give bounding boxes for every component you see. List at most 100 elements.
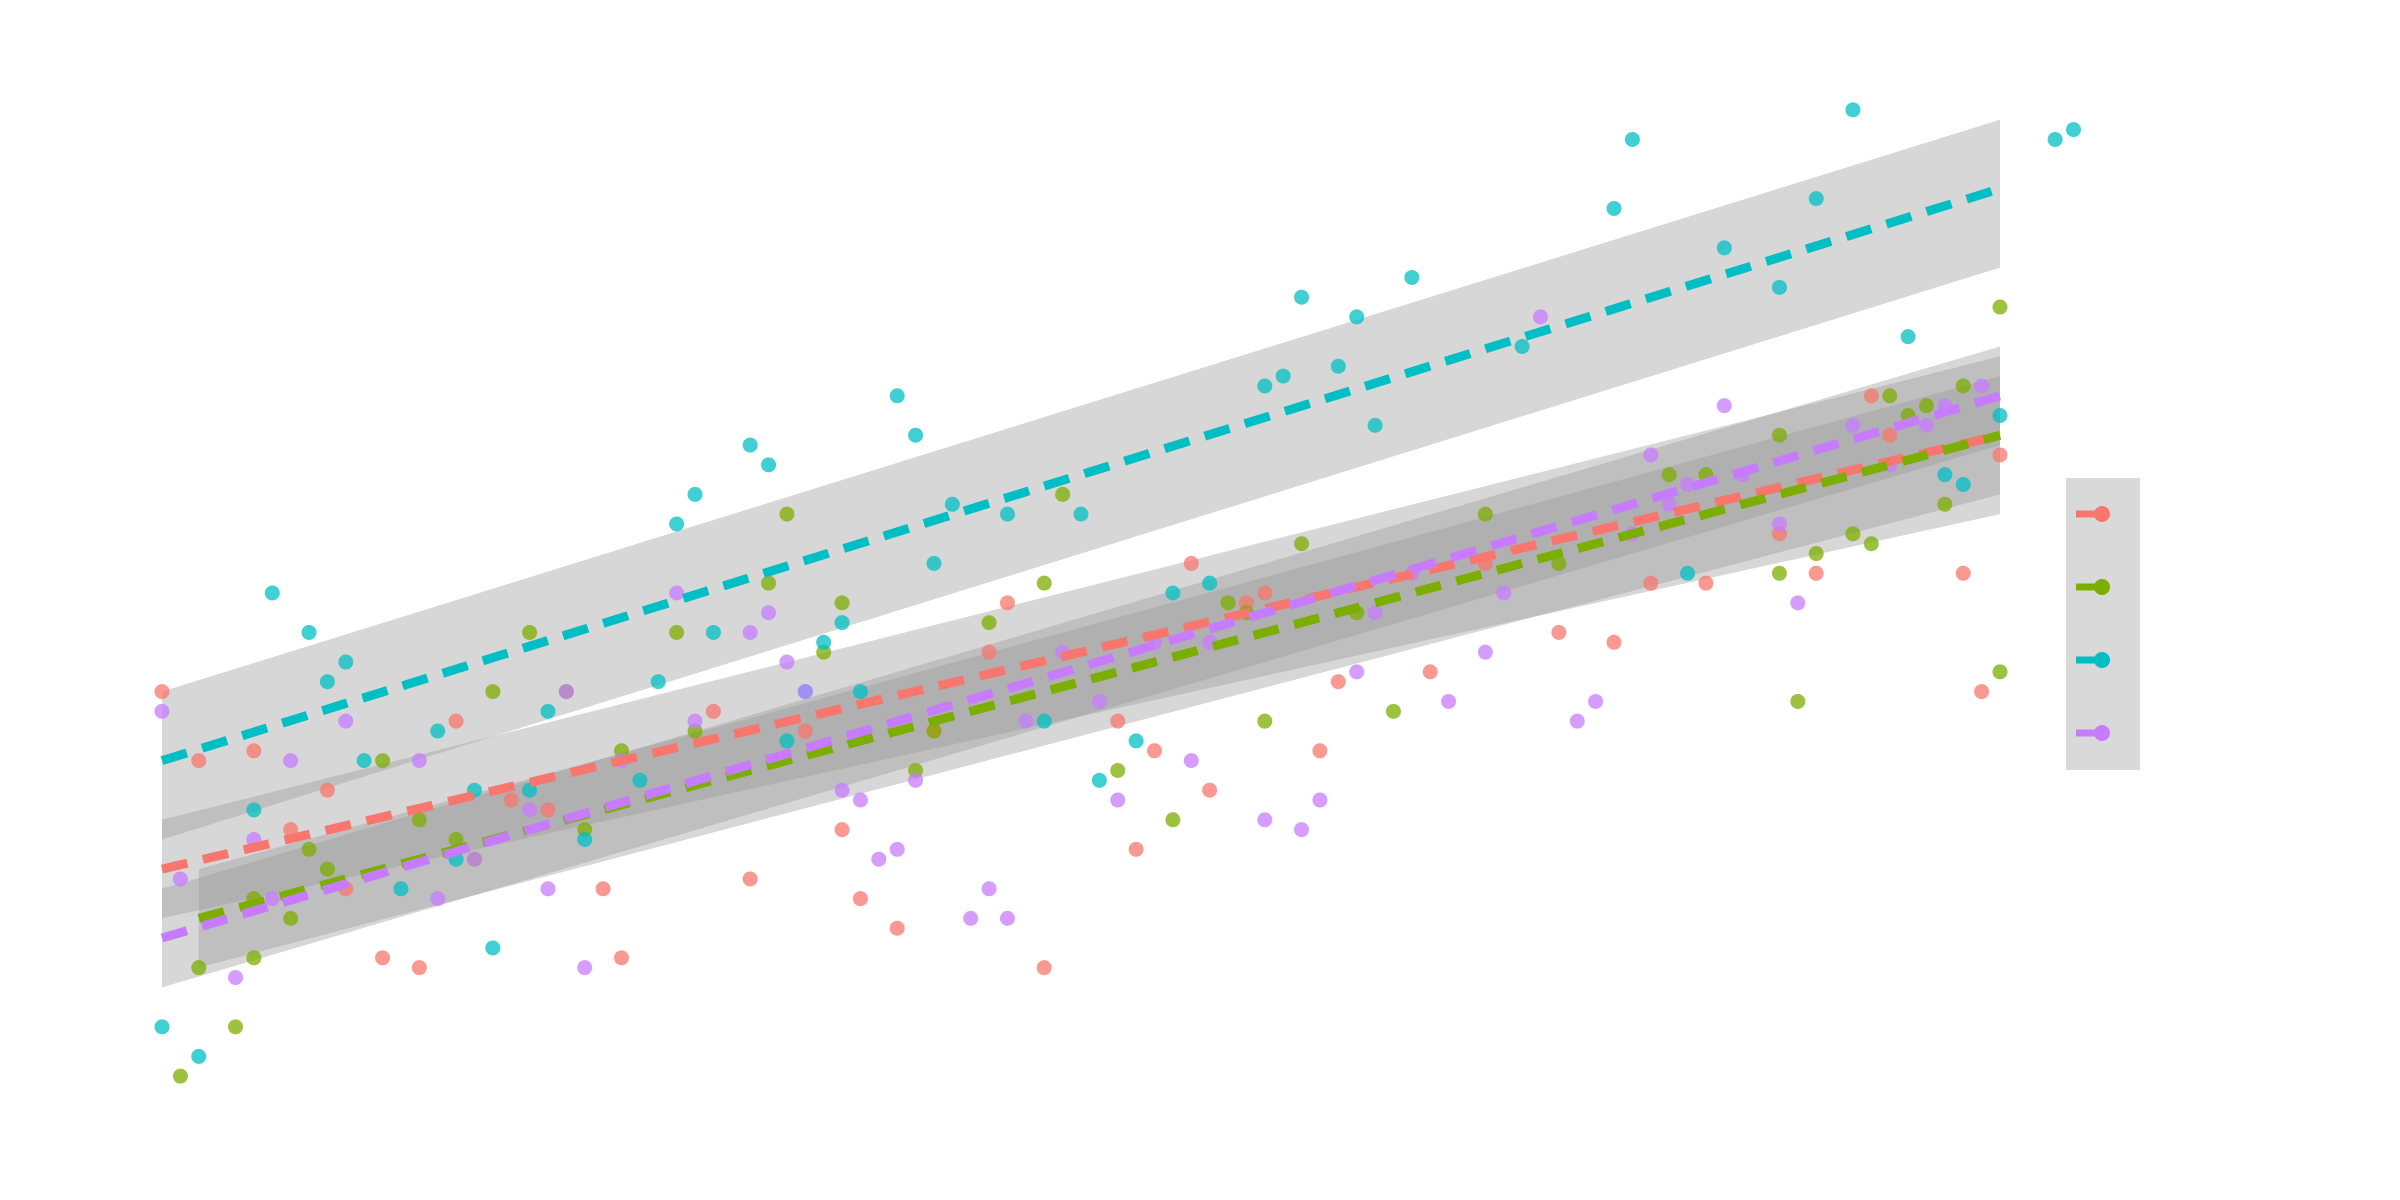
data-point xyxy=(1422,664,1438,680)
data-point xyxy=(1533,309,1548,325)
data-point xyxy=(485,684,501,700)
data-point xyxy=(834,615,850,631)
data-point xyxy=(1955,378,1971,394)
data-point xyxy=(1992,299,2008,315)
data-point xyxy=(1257,378,1273,394)
data-point xyxy=(999,910,1015,926)
legend-dot xyxy=(2094,725,2110,741)
data-point xyxy=(761,605,777,621)
data-point xyxy=(1937,496,1953,512)
data-point xyxy=(1771,516,1787,532)
data-point xyxy=(1275,368,1291,384)
data-point xyxy=(1220,595,1236,611)
legend-keys xyxy=(2076,506,2110,741)
data-point xyxy=(1257,585,1273,601)
data-point xyxy=(1257,713,1273,729)
data-point xyxy=(1643,575,1659,591)
data-point xyxy=(1716,240,1732,256)
data-point xyxy=(1863,388,1879,404)
data-point xyxy=(1955,477,1971,493)
data-point xyxy=(577,960,593,976)
data-point xyxy=(1477,506,1493,522)
data-point xyxy=(1312,743,1328,759)
data-point xyxy=(852,792,868,808)
data-point xyxy=(228,1019,244,1035)
data-point xyxy=(1937,467,1953,483)
data-point xyxy=(742,871,758,887)
data-point xyxy=(1091,693,1107,709)
data-point xyxy=(154,703,170,719)
data-point xyxy=(1716,398,1732,414)
data-point xyxy=(191,960,207,976)
data-point xyxy=(834,782,850,798)
data-point xyxy=(944,496,960,512)
data-point xyxy=(522,782,538,798)
data-point xyxy=(577,832,593,847)
data-point xyxy=(411,753,427,769)
data-point xyxy=(1845,102,1861,118)
data-point xyxy=(540,802,556,818)
data-point xyxy=(1845,417,1861,433)
data-point xyxy=(1808,191,1824,207)
data-point xyxy=(338,713,354,729)
data-point xyxy=(981,881,997,897)
data-point xyxy=(1845,526,1861,542)
data-points xyxy=(154,102,2082,1084)
data-point xyxy=(761,575,777,591)
data-point xyxy=(2047,131,2063,147)
legend-key-1 xyxy=(2076,506,2110,522)
data-point xyxy=(779,506,795,522)
data-point xyxy=(1441,693,1457,709)
data-point xyxy=(503,792,519,808)
data-point xyxy=(797,684,813,700)
data-point xyxy=(375,753,391,769)
data-point xyxy=(669,624,685,640)
trend-line-1 xyxy=(160,430,2002,874)
data-point xyxy=(1624,131,1640,147)
trend-line-4 xyxy=(160,391,2002,943)
data-point xyxy=(1882,427,1898,443)
legend-key-4 xyxy=(2076,725,2110,741)
data-point xyxy=(1863,536,1879,552)
data-point xyxy=(1698,575,1714,591)
data-point xyxy=(448,832,464,847)
data-point xyxy=(411,812,427,828)
data-point xyxy=(1165,585,1181,601)
data-point xyxy=(1643,447,1659,463)
data-point xyxy=(1606,634,1622,650)
data-point xyxy=(926,555,942,571)
data-point xyxy=(1073,506,1089,522)
data-point xyxy=(264,891,280,907)
data-point xyxy=(1955,565,1971,581)
data-point xyxy=(871,851,887,867)
confidence-bands xyxy=(162,119,2000,988)
data-point xyxy=(687,486,703,502)
confidence-band-4 xyxy=(162,346,2000,988)
data-point xyxy=(283,753,299,769)
data-point xyxy=(632,772,648,788)
trend-lines xyxy=(160,184,2002,943)
data-point xyxy=(1680,565,1696,581)
data-point xyxy=(926,723,942,739)
data-point xyxy=(228,970,244,986)
data-point xyxy=(779,733,795,749)
data-point xyxy=(1294,822,1310,838)
data-point xyxy=(1771,565,1787,581)
data-point xyxy=(1569,713,1585,729)
data-point xyxy=(1165,812,1181,828)
legend-key-3 xyxy=(2076,652,2110,668)
data-point xyxy=(191,1048,207,1064)
data-point xyxy=(1257,812,1273,828)
data-point xyxy=(1974,378,1990,394)
data-point xyxy=(742,624,758,640)
data-point xyxy=(1992,408,2008,424)
data-point xyxy=(834,595,850,611)
data-point xyxy=(1882,388,1898,404)
data-point xyxy=(191,753,207,769)
data-point xyxy=(319,861,335,877)
data-point xyxy=(1294,536,1310,552)
data-point xyxy=(1992,447,2008,463)
data-point xyxy=(1808,546,1824,562)
legend xyxy=(2066,478,2140,770)
